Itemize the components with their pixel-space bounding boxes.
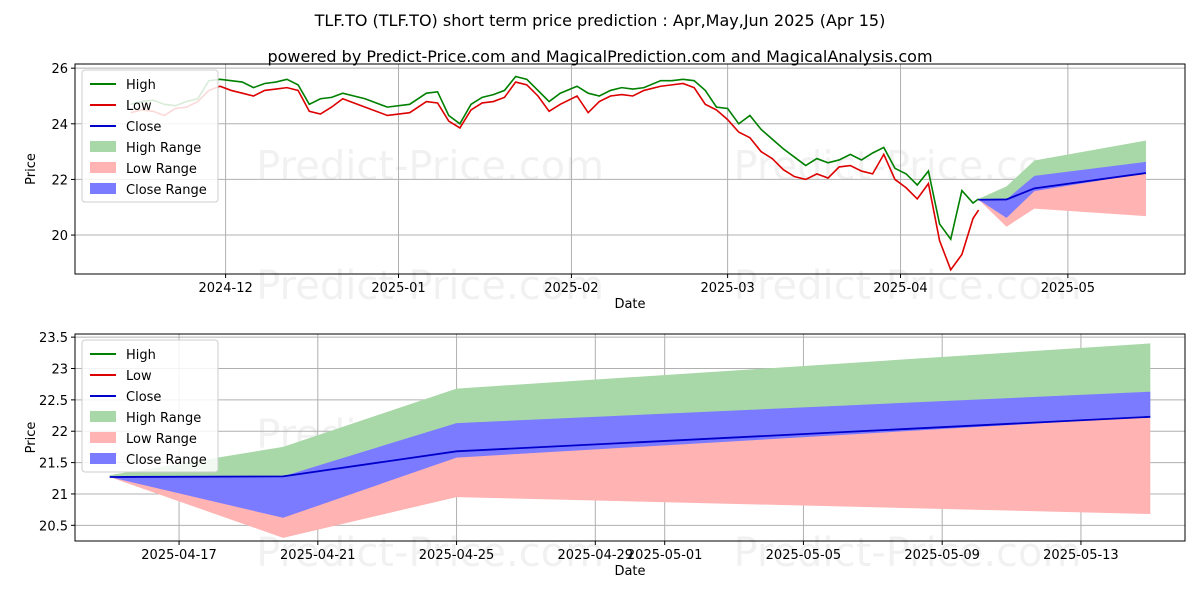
legend-label: High	[126, 78, 156, 93]
low-series-line	[130, 81, 980, 272]
legend-label: High	[126, 348, 156, 363]
y-axis-label: Price	[24, 422, 39, 454]
x-axis-label: Date	[614, 564, 645, 579]
high-range-band	[109, 343, 1151, 478]
x-tick-label: 2025-05-01	[627, 548, 703, 563]
x-tick-label: 2024-12	[198, 281, 252, 296]
chart-title: TLF.TO (TLF.TO) short term price predict…	[314, 11, 886, 30]
legend-swatch	[90, 411, 116, 422]
close-series-line	[109, 415, 1151, 478]
high-series-line	[130, 75, 980, 242]
legend-label: Low	[126, 369, 152, 384]
y-tick-label: 21.5	[39, 457, 68, 472]
close-range-band	[978, 161, 1146, 218]
low-range-band	[109, 416, 1151, 538]
watermark-text: Predict-Price.com	[256, 530, 604, 576]
legend-label: Low Range	[126, 162, 197, 177]
legend-label: High Range	[126, 141, 201, 156]
x-tick-label: 2025-05	[1041, 281, 1095, 296]
legend-swatch	[90, 141, 116, 152]
x-tick-label: 2025-04-17	[141, 548, 217, 563]
legend-label: Low Range	[126, 432, 197, 447]
y-tick-label: 20	[51, 229, 68, 244]
legend-swatch	[90, 432, 116, 443]
x-axis-label: Date	[614, 297, 645, 312]
y-tick-label: 23.5	[39, 331, 68, 346]
x-tick-label: 2025-01	[371, 281, 425, 296]
plot-frame	[74, 63, 1186, 275]
y-tick-label: 23	[51, 363, 68, 378]
x-tick-label: 2025-03	[700, 281, 754, 296]
legend-swatch	[90, 183, 116, 194]
high-range-band	[978, 140, 1146, 200]
legend-swatch	[90, 162, 116, 173]
watermark-text: Predict-Price.com	[256, 263, 604, 309]
close-range-band	[109, 391, 1151, 518]
y-tick-label: 22	[51, 173, 68, 188]
history-panel: Predict-Price.com Predict-Price.com Predic…	[24, 62, 1186, 312]
watermark-text: Predict-Price.com	[734, 263, 1082, 309]
y-tick-label: 24	[51, 118, 68, 133]
close-series-line	[978, 172, 1147, 201]
low-range-band	[978, 173, 1146, 227]
x-tick-label: 2025-05-05	[766, 548, 842, 563]
x-tick-label: 2025-02	[544, 281, 598, 296]
x-tick-label: 2025-04-29	[558, 548, 634, 563]
watermark-text: Predict-Price.com	[256, 144, 604, 190]
x-tick-label: 2025-05-09	[904, 548, 980, 563]
y-tick-label: 22.5	[39, 394, 68, 409]
legend-label: Low	[126, 99, 152, 114]
legend-swatch	[90, 453, 116, 464]
legend-label: High Range	[126, 411, 201, 426]
forecast-panel: Predict-Price.comPredict-Price.comPredic…	[24, 331, 1186, 579]
x-tick-label: 2025-04-21	[280, 548, 356, 563]
y-axis-label: Price	[24, 153, 39, 185]
legend-label: Close	[126, 390, 161, 405]
y-tick-label: 20.5	[39, 519, 68, 534]
y-tick-label: 26	[51, 62, 68, 77]
y-tick-label: 21	[51, 488, 68, 503]
legend: High Low Close High Range Low Range Close Ran…	[81, 69, 219, 203]
legend-label: Close Range	[126, 453, 207, 468]
y-tick-label: 22	[51, 425, 68, 440]
x-tick-label: 2025-04-25	[419, 548, 495, 563]
legend: High Low Close High Range Low Range Close Ran…	[81, 339, 219, 473]
legend-label: Close Range	[126, 183, 207, 198]
x-tick-label: 2025-05-13	[1043, 548, 1119, 563]
legend-label: Close	[126, 120, 161, 135]
chart-subtitle: powered by Predict-Price.com and Magical…	[267, 47, 932, 66]
x-tick-label: 2025-04	[873, 281, 927, 296]
watermark-text: Predict-Price.com	[734, 530, 1082, 576]
plot-frame	[74, 333, 1186, 542]
